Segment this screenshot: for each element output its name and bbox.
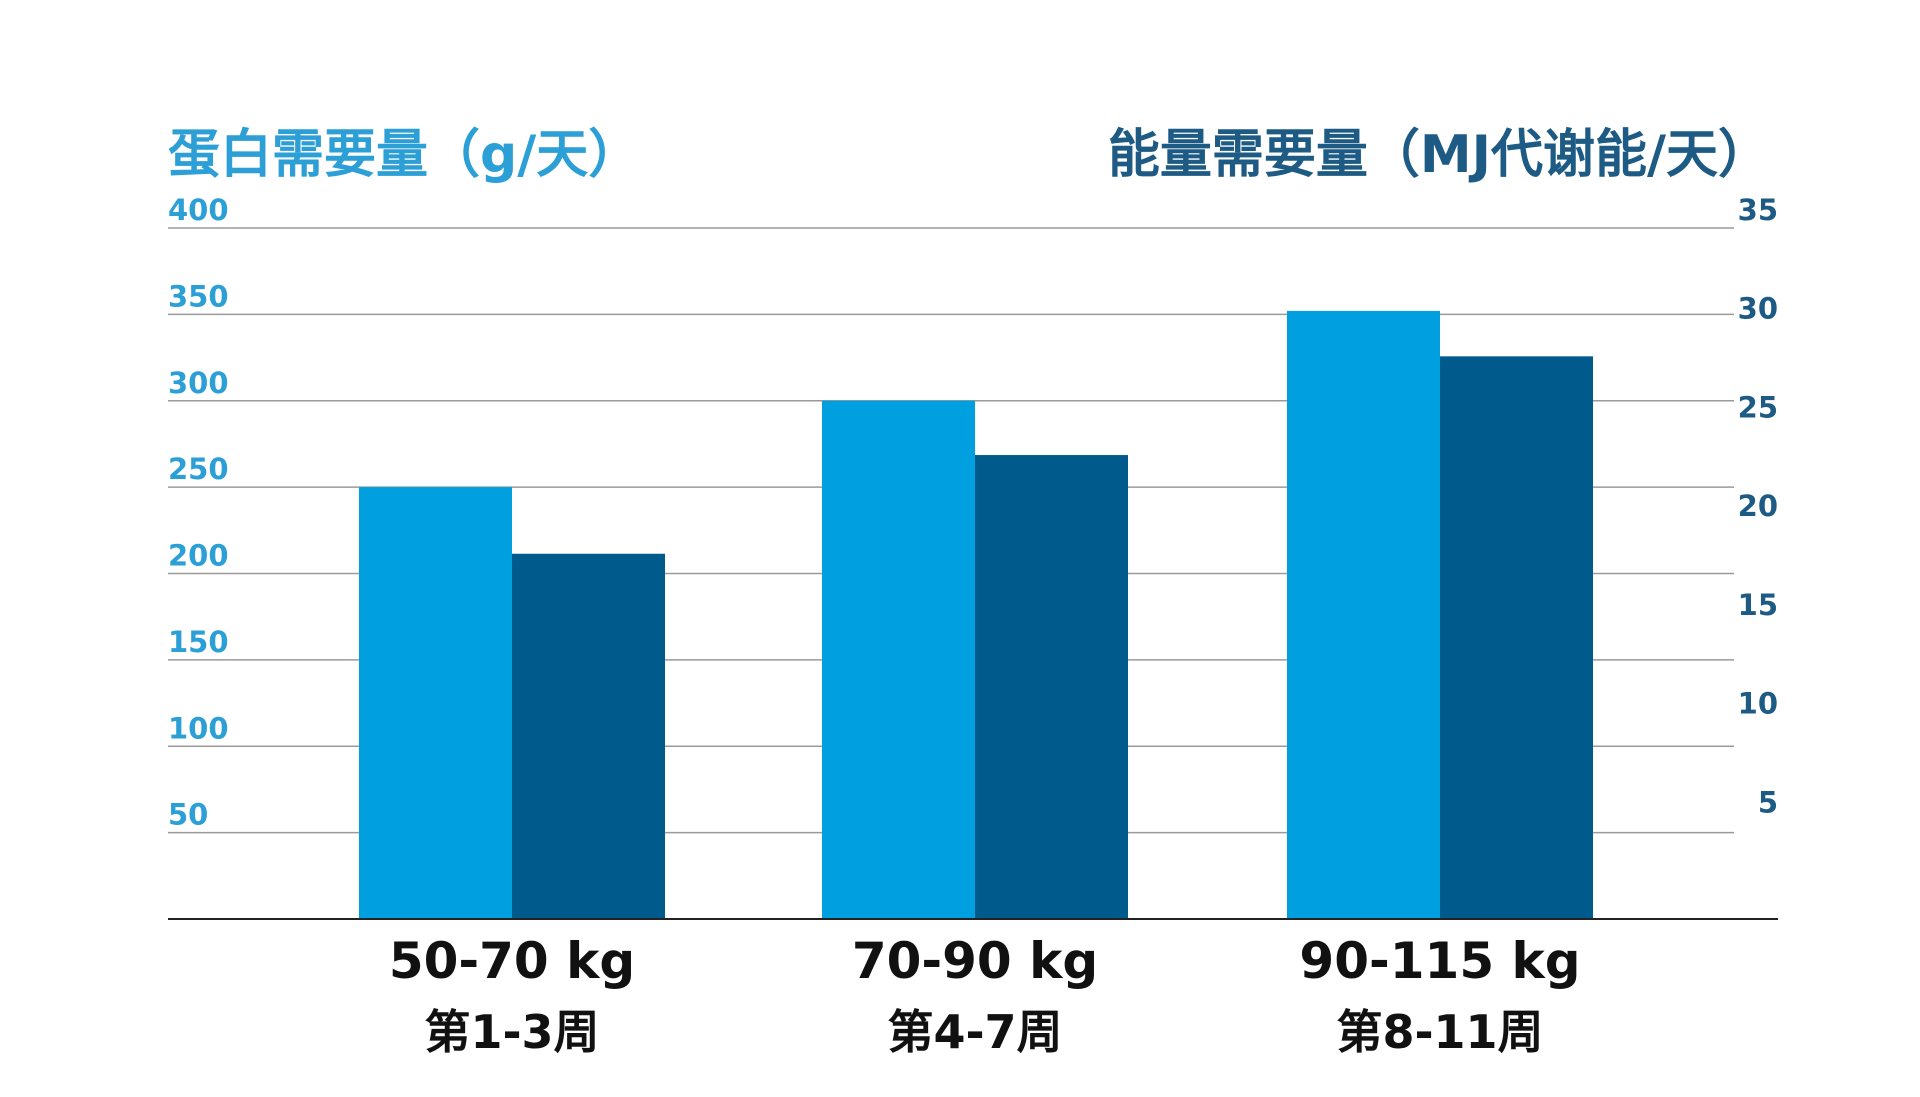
category-period-label: 第8-11周	[1336, 1005, 1543, 1059]
right-tick-label: 5	[1758, 785, 1778, 819]
bar	[822, 400, 975, 919]
bar	[512, 553, 665, 919]
right-tick-label: 10	[1738, 687, 1778, 721]
left-tick-label: 300	[168, 366, 229, 400]
left-tick-label: 100	[168, 711, 229, 745]
category-weight-label: 70-90 kg	[852, 932, 1098, 990]
category-labels: 50-70 kg 第1-3周 70-90 kg 第4-7周 90-115 kg 第8-11…	[389, 932, 1581, 1059]
right-axis-title: 能量需要量（MJ代谢能/天）	[1107, 125, 1770, 185]
category-period-label: 第4-7周	[887, 1005, 1062, 1059]
left-tick-label: 250	[168, 452, 229, 486]
left-tick-label: 400	[168, 193, 229, 227]
left-tick-label: 200	[168, 539, 229, 573]
right-tick-label: 30	[1738, 292, 1778, 326]
left-axis-title: 蛋白需要量（g/天）	[168, 125, 641, 185]
right-axis-ticks: 5 10 15 20 25 30 35	[1738, 193, 1778, 819]
left-tick-label: 350	[168, 279, 229, 313]
right-tick-label: 15	[1738, 588, 1778, 622]
bar	[359, 487, 512, 919]
right-tick-label: 20	[1738, 489, 1778, 523]
bar	[975, 455, 1128, 919]
left-tick-label: 50	[168, 798, 208, 832]
right-tick-label: 25	[1738, 390, 1778, 424]
bars	[359, 310, 1593, 919]
category-weight-label: 50-70 kg	[389, 932, 635, 990]
right-tick-label: 35	[1738, 193, 1778, 227]
bar	[1287, 310, 1440, 919]
category-weight-label: 90-115 kg	[1299, 932, 1580, 990]
category-period-label: 第1-3周	[424, 1005, 599, 1059]
bar	[1440, 356, 1593, 919]
left-tick-label: 150	[168, 625, 229, 659]
left-axis-ticks: 50 100 150 200 250 300 350 400	[168, 193, 229, 832]
